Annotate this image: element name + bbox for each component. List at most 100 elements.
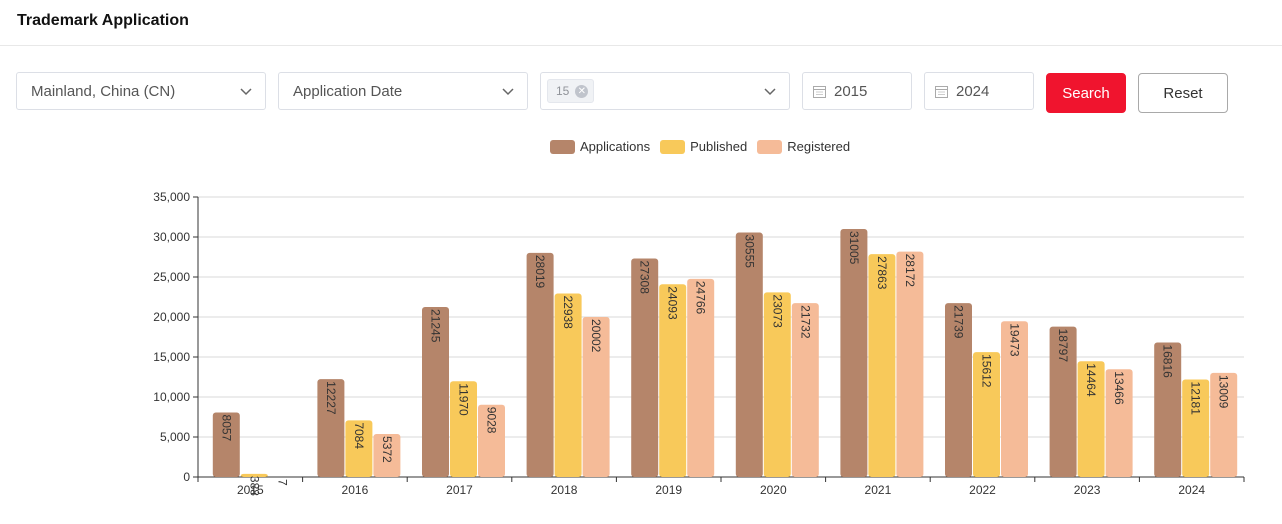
bar-published: [868, 254, 896, 477]
bar-value-label: 31005: [847, 231, 861, 265]
bar-registered: [373, 434, 401, 477]
x-tick-label: 2023: [1074, 483, 1101, 497]
bar-value-label: 23073: [770, 294, 784, 328]
bar-applications: [631, 258, 659, 477]
x-tick-label: 2017: [446, 483, 473, 497]
y-tick-label: 15,000: [153, 350, 190, 364]
bar-registered: [896, 251, 924, 477]
region-select[interactable]: Mainland, China (CN): [16, 72, 266, 110]
page-title: Trademark Application: [17, 12, 189, 29]
date-type-select-value: Application Date: [293, 82, 403, 100]
y-tick-label: 35,000: [153, 190, 190, 204]
y-tick-label: 20,000: [153, 310, 190, 324]
region-select-value: Mainland, China (CN): [31, 82, 176, 100]
x-tick-label: 2018: [551, 483, 578, 497]
x-tick-label: 2024: [1178, 483, 1205, 497]
bar-value-label: 21739: [952, 305, 966, 339]
bar-value-label: 30555: [742, 235, 756, 269]
bar-value-label: 8057: [219, 415, 233, 442]
bar-published: [1182, 379, 1210, 477]
bar-value-label: 5372: [380, 436, 394, 463]
bar-published: [345, 420, 373, 477]
bar-registered: [1001, 321, 1028, 477]
bar-published: [240, 473, 268, 477]
bar-registered: [582, 316, 610, 477]
y-tick-label: 5,000: [160, 430, 190, 444]
y-tick-label: 0: [183, 470, 190, 484]
legend-swatch-published: [660, 139, 686, 154]
bar-value-label: 28019: [533, 255, 547, 289]
bar-value-label: 28172: [903, 254, 917, 288]
chart-legend: Applications Published Registered: [550, 139, 860, 154]
bar-registered: [1105, 369, 1133, 477]
bar-value-label: 20002: [589, 319, 603, 353]
legend-label-published: Published: [690, 139, 748, 154]
page-header: Trademark Application: [0, 0, 1282, 46]
chevron-down-icon: [502, 88, 514, 96]
bar-value-label: 16816: [1161, 344, 1175, 378]
x-tick-label: 2020: [760, 483, 787, 497]
bar-applications: [1049, 326, 1077, 477]
start-year-value: 2015: [834, 82, 868, 100]
y-tick-label: 10,000: [153, 390, 190, 404]
bar-applications: [526, 252, 554, 477]
bar-value-label: 14464: [1084, 363, 1098, 397]
y-tick-label: 25,000: [153, 270, 190, 284]
bar-value-label: 7: [275, 479, 289, 486]
bar-value-label: 388: [247, 476, 261, 496]
legend-item-published[interactable]: Published: [660, 139, 747, 154]
x-tick-label: 2015: [237, 483, 264, 497]
legend-swatch-applications: [550, 139, 575, 154]
x-tick-label: 2021: [865, 483, 892, 497]
start-year-picker[interactable]: 2015: [802, 72, 912, 110]
bar-registered: [1210, 372, 1238, 477]
chevron-down-icon: [764, 88, 776, 96]
bar-value-label: 19473: [1008, 323, 1022, 357]
x-tick-label: 2019: [655, 483, 682, 497]
bar-published: [763, 292, 791, 477]
bar-applications: [212, 412, 240, 477]
x-tick-label: 2022: [969, 483, 996, 497]
bar-value-label: 21732: [798, 305, 812, 339]
bar-registered: [687, 278, 715, 477]
end-year-picker[interactable]: 2024: [924, 72, 1034, 110]
bar-applications: [1154, 342, 1182, 477]
bar-value-label: 24766: [694, 281, 708, 315]
calendar-icon: [813, 85, 826, 98]
bar-value-label: 7084: [352, 422, 366, 449]
legend-label-applications: Applications: [580, 139, 651, 154]
bar-value-label: 22938: [561, 295, 575, 329]
bar-value-label: 24093: [666, 286, 680, 320]
bar-published: [659, 284, 687, 477]
bar-value-label: 12227: [324, 381, 338, 415]
bar-value-label: 12181: [1189, 382, 1203, 416]
bar-value-label: 9028: [485, 407, 499, 434]
bar-applications: [840, 228, 868, 477]
legend-item-applications[interactable]: Applications: [550, 139, 650, 154]
bar-value-label: 15612: [980, 354, 994, 388]
class-multiselect[interactable]: 15 ✕: [540, 72, 790, 110]
chevron-down-icon: [240, 88, 252, 96]
legend-item-registered[interactable]: Registered: [757, 139, 850, 154]
legend-label-registered: Registered: [787, 139, 851, 154]
bar-value-label: 13466: [1112, 371, 1126, 405]
bar-published: [1077, 361, 1105, 477]
bar-applications: [422, 307, 449, 477]
bar-applications: [317, 379, 345, 477]
filter-bar: Mainland, China (CN) Application Date 15…: [0, 72, 1282, 113]
bar-registered: [478, 404, 505, 477]
bar-published: [554, 293, 582, 477]
class-tag: 15 ✕: [547, 79, 595, 103]
date-type-select[interactable]: Application Date: [278, 72, 528, 110]
bar-value-label: 21245: [429, 309, 443, 343]
x-tick-label: 2016: [342, 483, 369, 497]
search-button[interactable]: Search: [1046, 73, 1126, 113]
bar-applications: [735, 232, 763, 477]
bar-published: [450, 381, 477, 477]
class-tag-label: 15: [556, 84, 570, 98]
close-icon[interactable]: ✕: [575, 84, 589, 98]
bar-value-label: 27308: [638, 261, 652, 295]
y-tick-label: 30,000: [153, 230, 190, 244]
bar-value-label: 11970: [457, 383, 471, 416]
reset-button[interactable]: Reset: [1138, 73, 1228, 113]
